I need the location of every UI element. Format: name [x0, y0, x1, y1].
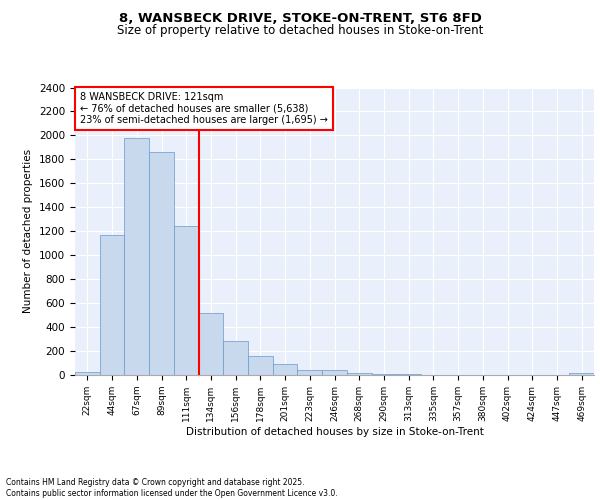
Bar [174, 226, 199, 375]
Bar [569, 373, 594, 375]
Bar [75, 372, 100, 375]
Bar [100, 235, 124, 375]
Bar [298, 370, 322, 375]
Bar [223, 342, 248, 375]
Bar [347, 373, 371, 375]
Text: Size of property relative to detached houses in Stoke-on-Trent: Size of property relative to detached ho… [117, 24, 483, 37]
Bar [124, 138, 149, 375]
Bar [322, 370, 347, 375]
Bar [371, 374, 396, 375]
Bar [199, 312, 223, 375]
Bar [273, 364, 298, 375]
Text: 8, WANSBECK DRIVE, STOKE-ON-TRENT, ST6 8FD: 8, WANSBECK DRIVE, STOKE-ON-TRENT, ST6 8… [119, 12, 481, 26]
Bar [396, 374, 421, 375]
Bar [248, 356, 273, 375]
Y-axis label: Number of detached properties: Number of detached properties [23, 149, 34, 314]
Text: 8 WANSBECK DRIVE: 121sqm
← 76% of detached houses are smaller (5,638)
23% of sem: 8 WANSBECK DRIVE: 121sqm ← 76% of detach… [80, 92, 328, 125]
Text: Contains HM Land Registry data © Crown copyright and database right 2025.
Contai: Contains HM Land Registry data © Crown c… [6, 478, 338, 498]
X-axis label: Distribution of detached houses by size in Stoke-on-Trent: Distribution of detached houses by size … [185, 426, 484, 436]
Bar [149, 152, 174, 375]
